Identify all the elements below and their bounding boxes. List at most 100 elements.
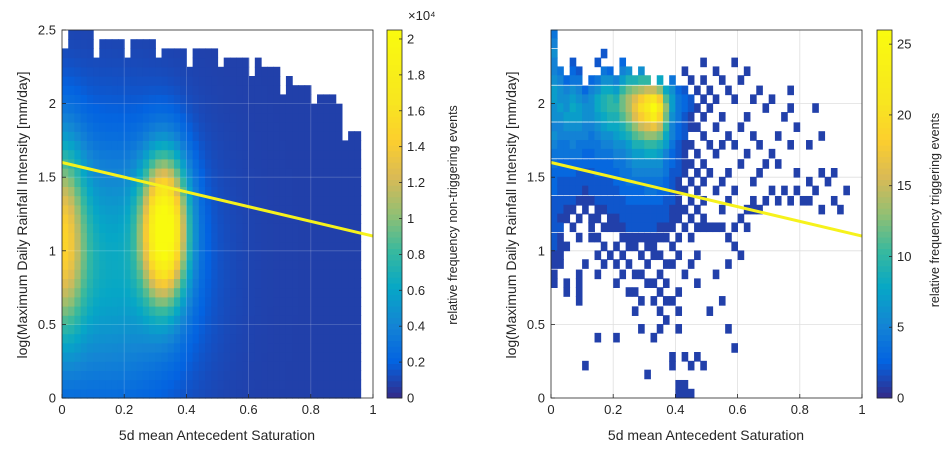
colorbar-segment (877, 288, 892, 295)
heatmap-cell (229, 112, 237, 123)
heatmap-cell (192, 214, 200, 224)
heatmap-cell (93, 57, 100, 68)
heatmap-cell (173, 260, 181, 270)
heatmap-cell (211, 296, 219, 307)
heatmap-cell (310, 103, 318, 114)
heatmap-cell (354, 158, 362, 169)
heatmap-cell (242, 112, 250, 123)
heatmap-cell (68, 94, 76, 105)
heatmap-cell (248, 250, 256, 261)
heatmap-cell (656, 131, 664, 141)
heatmap-cell (155, 260, 163, 270)
heatmap-cell (117, 269, 125, 279)
heatmap-cell (74, 177, 82, 187)
heatmap-cell (681, 94, 689, 104)
heatmap-cell (217, 287, 225, 298)
heatmap-cell (298, 250, 306, 261)
heatmap-cell (335, 158, 343, 169)
heatmap-cell (211, 333, 219, 344)
heatmap-cell (74, 76, 82, 86)
heatmap-cell (700, 57, 707, 68)
heatmap-cell (130, 57, 138, 68)
heatmap-cell (142, 204, 150, 215)
heatmap-cell (335, 260, 343, 270)
heatmap-cell (117, 66, 125, 77)
colorbar-segment (877, 380, 892, 387)
heatmap-cell (93, 260, 100, 270)
heatmap-cell (557, 103, 564, 113)
heatmap-cell (205, 296, 212, 307)
heatmap-cell (261, 388, 268, 399)
heatmap-cell (613, 140, 620, 150)
heatmap-cell (279, 186, 287, 197)
heatmap-cell (242, 214, 250, 224)
heatmap-cell (86, 85, 94, 95)
heatmap-cell (285, 112, 293, 123)
heatmap-cell (186, 195, 194, 206)
heatmap-cell (329, 278, 337, 289)
heatmap-cell (186, 168, 194, 178)
heatmap-cell (217, 103, 225, 114)
heatmap-cell (606, 112, 614, 122)
heatmap-cell (818, 131, 826, 141)
y-tick-label: 0 (538, 391, 545, 406)
colorbar-tick-label: 0 (897, 391, 904, 406)
colorbar-segment (877, 306, 892, 313)
heatmap-cell (279, 342, 287, 353)
heatmap-cell (669, 168, 676, 178)
heatmap-cell (149, 269, 156, 279)
colorbar-segment (387, 150, 402, 157)
heatmap-cell (317, 214, 324, 224)
heatmap-cell (74, 140, 82, 151)
heatmap-cell (180, 195, 187, 206)
heatmap-cell (279, 232, 287, 243)
heatmap-cell (223, 186, 231, 197)
heatmap-cell (341, 296, 349, 307)
heatmap-cell (105, 379, 113, 390)
heatmap-cell (279, 177, 287, 187)
heatmap-cell (236, 269, 243, 279)
heatmap-cell (161, 278, 169, 289)
heatmap-cell (173, 149, 181, 160)
heatmap-cell (261, 361, 268, 371)
heatmap-cell (557, 204, 564, 215)
colorbar-segment (877, 168, 892, 175)
heatmap-cell (236, 149, 243, 160)
heatmap-cell (354, 324, 362, 335)
heatmap-cell (236, 342, 243, 353)
colorbar-segment (877, 329, 892, 336)
heatmap-cell (273, 85, 281, 95)
heatmap-cell (99, 94, 107, 105)
heatmap-cell (273, 287, 281, 298)
heatmap-cell (192, 379, 200, 390)
heatmap-cell (662, 140, 670, 150)
heatmap-cell (68, 388, 76, 399)
heatmap-cell (155, 149, 163, 160)
heatmap-cell (117, 342, 125, 353)
colorbar-segment (387, 329, 402, 336)
heatmap-cell (329, 241, 337, 252)
heatmap-cell (631, 94, 639, 104)
heatmap-cell (267, 112, 275, 123)
heatmap-cell (675, 168, 683, 178)
colorbar-segment (387, 248, 402, 255)
y-tick-label: 0 (49, 391, 56, 406)
heatmap-cell (111, 122, 119, 132)
colorbar-tick-label: 1.2 (407, 175, 425, 190)
heatmap-cell (111, 131, 119, 141)
heatmap-cell (273, 204, 281, 215)
heatmap-cell (229, 287, 237, 298)
heatmap-cell (111, 66, 119, 77)
heatmap-cell (248, 306, 256, 316)
heatmap-cell (111, 370, 119, 381)
colorbar-segment (877, 110, 892, 117)
colorbar-tick-label: 25 (897, 37, 911, 52)
heatmap-cell (285, 379, 293, 390)
heatmap-cell (619, 94, 627, 104)
heatmap-cell (99, 122, 107, 132)
heatmap-cell (68, 30, 76, 40)
heatmap-cell (80, 269, 88, 279)
heatmap-cell (600, 85, 608, 96)
heatmap-cell (631, 103, 639, 113)
heatmap-cell (205, 103, 212, 114)
